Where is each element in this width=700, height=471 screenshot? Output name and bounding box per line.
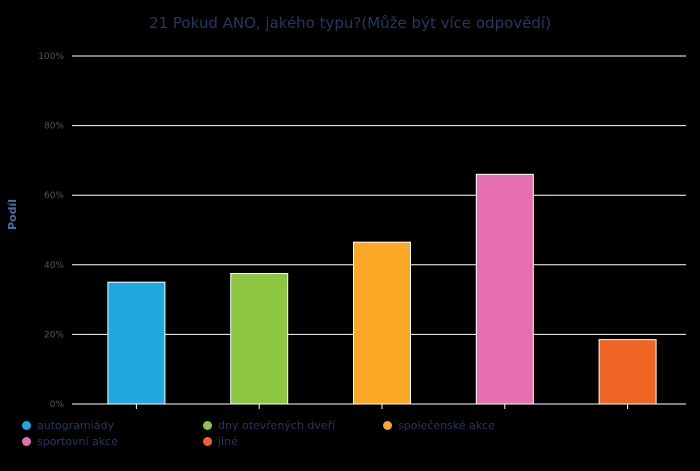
legend-swatch [203, 421, 212, 430]
legend-label: společenské akce [398, 419, 495, 432]
legend-swatch [383, 421, 392, 430]
y-tick-label: 80% [44, 122, 64, 132]
legend-item: společenské akce [383, 419, 495, 432]
bar-3 [353, 241, 411, 405]
legend-swatch [203, 437, 212, 446]
legend-item: autogramiády [22, 419, 114, 432]
legend: autogramiády dny otevřených dveří společen… [0, 419, 700, 459]
bar-5 [598, 339, 657, 405]
legend-item: sportovní akce [22, 435, 118, 448]
y-tick-label: 0% [50, 400, 65, 410]
y-tick-label: 20% [44, 330, 64, 340]
legend-item: dny otevřených dveří [203, 419, 335, 432]
legend-label: autogramiády [37, 419, 115, 432]
legend-label: dny otevřených dveří [218, 419, 336, 432]
y-tick-label: 60% [44, 191, 64, 201]
legend-swatch [22, 421, 31, 430]
bar-4 [475, 173, 534, 405]
chart-title: 21 Pokud ANO, jakého typu?(Může být více… [149, 14, 551, 32]
bar-1 [107, 281, 166, 405]
y-tick-label: 100% [38, 52, 64, 62]
legend-item: jiné [203, 435, 238, 448]
y-tick-label: 40% [44, 261, 64, 271]
legend-label: sportovní akce [37, 435, 118, 448]
bar-2 [230, 273, 289, 405]
legend-label: jiné [218, 435, 238, 448]
legend-swatch [22, 437, 31, 446]
